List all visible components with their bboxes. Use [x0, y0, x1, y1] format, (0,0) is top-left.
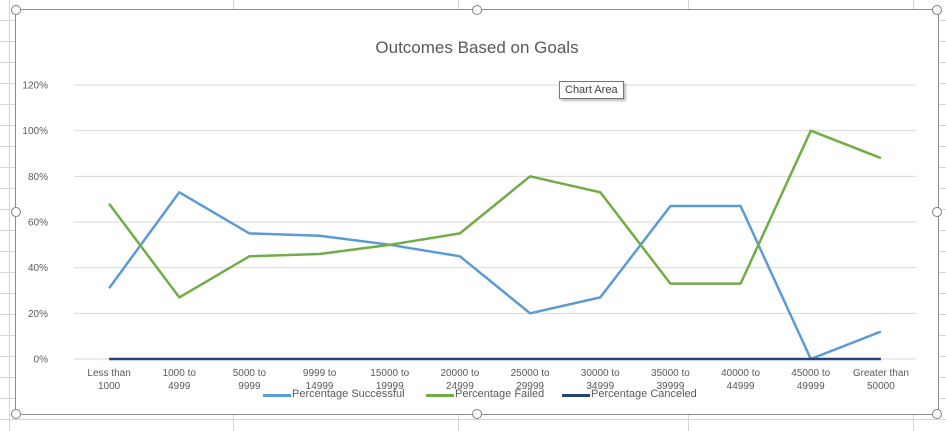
- resize-handle-bottom-right[interactable]: [932, 409, 942, 419]
- x-tick-label: 1000 to 4999: [163, 368, 197, 392]
- resize-handle-top-center[interactable]: [472, 5, 482, 15]
- legend-label: Percentage Failed: [455, 388, 545, 400]
- x-tick-label: 5000 to 9999: [233, 368, 267, 392]
- series-line-percentage-successful[interactable]: [108, 191, 882, 361]
- y-tick-label: 100%: [22, 126, 48, 137]
- y-tick-label: 120%: [22, 81, 48, 92]
- resize-handle-bottom-left[interactable]: [11, 409, 21, 419]
- x-tick-label: Greater than 50000: [853, 368, 909, 392]
- x-tick-label: 15000 to 19999: [370, 368, 409, 392]
- y-tick-label: 60%: [28, 218, 48, 229]
- legend-label: Percentage Successful: [292, 388, 405, 400]
- x-tick-label: 45000 to 49999: [791, 368, 830, 392]
- y-tick-label: 0%: [34, 355, 49, 366]
- plot-area[interactable]: 0% 20% 40% 60% 80% 100% 120% Less than 1000 1000 …: [16, 10, 938, 414]
- x-tick-label: Less than 1000: [87, 368, 130, 392]
- x-tick-label: 40000 to 44999: [721, 368, 760, 392]
- chart-area-tooltip: Chart Area: [559, 81, 624, 99]
- chart-legend[interactable]: Percentage Successful Percentage Failed Pe…: [16, 388, 938, 402]
- resize-handle-middle-right[interactable]: [932, 207, 942, 217]
- resize-handle-top-left[interactable]: [11, 5, 21, 15]
- legend-swatch: [263, 394, 291, 397]
- legend-swatch: [562, 394, 590, 397]
- series-line-percentage-failed[interactable]: [108, 129, 882, 299]
- y-tick-label: 80%: [28, 172, 48, 183]
- x-tick-label: 20000 to 24999: [440, 368, 479, 392]
- x-tick-label: 25000 to 29999: [511, 368, 550, 392]
- x-tick-label: 35000 to 39999: [651, 368, 690, 392]
- legend-label: Percentage Canceled: [591, 388, 697, 400]
- resize-handle-bottom-center[interactable]: [472, 409, 482, 419]
- chart-area[interactable]: Outcomes Based on Goals 0% 20% 40% 60% 80% 10…: [15, 9, 939, 415]
- y-tick-label: 20%: [28, 309, 48, 320]
- y-tick-label: 40%: [28, 263, 48, 274]
- resize-handle-middle-left[interactable]: [11, 207, 21, 217]
- resize-handle-top-right[interactable]: [932, 5, 942, 15]
- legend-swatch: [426, 394, 454, 397]
- chart-title[interactable]: Outcomes Based on Goals: [375, 38, 579, 57]
- x-tick-label: 9999 to 14999: [303, 368, 337, 392]
- x-tick-label: 30000 to 34999: [581, 368, 620, 392]
